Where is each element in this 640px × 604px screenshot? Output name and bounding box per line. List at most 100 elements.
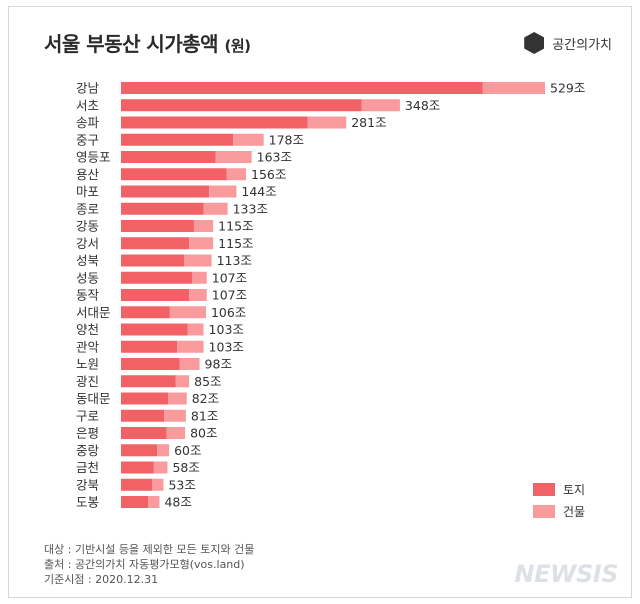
bar-building [164, 409, 186, 422]
value-label: 58조 [172, 460, 199, 475]
bar-building [175, 375, 190, 388]
bar-building [307, 116, 347, 129]
bar-building [187, 323, 204, 336]
bar-land [121, 202, 204, 215]
value-label: 178조 [269, 132, 304, 147]
category-label: 강북 [76, 477, 99, 492]
value-label: 103조 [209, 339, 244, 354]
legend-label-building: 건물 [563, 504, 586, 519]
bar-land [121, 358, 180, 370]
category-label: 도봉 [76, 495, 99, 510]
value-label: 113조 [217, 253, 252, 268]
bar-land [121, 375, 176, 388]
bar-building [168, 392, 187, 405]
bar-land [121, 116, 308, 129]
value-label: 281조 [351, 115, 386, 130]
category-label: 광진 [76, 374, 99, 389]
value-label: 98조 [205, 357, 232, 372]
category-label: 강남 [76, 81, 100, 96]
category-label: 중랑 [76, 443, 100, 458]
bar-land [121, 444, 158, 457]
legend-swatch-land [533, 482, 555, 496]
category-label: 영등포 [76, 150, 111, 165]
category-label: 강서 [76, 236, 99, 251]
category-label: 마포 [76, 184, 99, 199]
bar-land [121, 461, 154, 474]
bar-building [184, 254, 212, 267]
value-label: 163조 [257, 150, 292, 165]
legend-label-land: 토지 [563, 482, 586, 497]
value-label: 115조 [218, 219, 253, 234]
chart-title: 서울 부동산 시가총액 (원) [44, 28, 251, 57]
value-label: 348조 [405, 98, 440, 113]
value-label: 85조 [194, 374, 221, 389]
bar-land [121, 133, 234, 146]
value-label: 115조 [218, 236, 253, 251]
title-unit: (원) [224, 37, 252, 55]
bar-land [121, 220, 194, 232]
bar-land [121, 496, 149, 508]
bar-land [121, 289, 190, 301]
value-label: 107조 [212, 288, 247, 303]
legend-item-building: 건물 [533, 500, 585, 522]
note-date: 기준시점 : 2020.12.31 [44, 573, 159, 586]
bar-building [148, 496, 160, 508]
category-label: 성북 [76, 253, 99, 268]
bar-land [121, 306, 170, 319]
bar-building [152, 478, 164, 491]
category-label: 성동 [76, 270, 99, 285]
category-label: 동작 [76, 288, 100, 303]
bar-land [121, 478, 153, 491]
bar-building [189, 289, 207, 301]
category-label: 동대문 [76, 391, 111, 406]
value-label: 156조 [251, 167, 286, 182]
value-label: 133조 [233, 201, 268, 216]
bar-building [361, 99, 400, 112]
category-label: 용산 [76, 167, 100, 182]
bar-building [203, 202, 228, 215]
category-label: 종로 [76, 201, 99, 216]
bar-land [121, 323, 188, 336]
watermark: NEWSIS [514, 560, 619, 588]
category-label: 서대문 [76, 305, 111, 320]
bar-land [121, 427, 167, 439]
bar-building [177, 340, 204, 353]
bar-building [179, 358, 200, 370]
bar-land [121, 392, 169, 405]
bar-land [121, 99, 362, 112]
bar-land [121, 340, 178, 353]
bar-building [169, 306, 206, 319]
bar-land [121, 237, 190, 250]
bar-building [193, 220, 214, 232]
value-label: 103조 [209, 322, 244, 337]
category-label: 구로 [76, 408, 99, 423]
title-text: 서울 부동산 시가총액 [44, 32, 219, 56]
category-label: 중구 [76, 132, 99, 147]
legend-swatch-building [533, 504, 555, 518]
bar-land [121, 82, 483, 94]
bar-building [209, 185, 237, 198]
bar-building [153, 461, 168, 474]
category-label: 은평 [76, 426, 99, 441]
bar-land [121, 271, 193, 284]
bar-land [121, 168, 227, 181]
category-label: 강동 [76, 219, 99, 234]
bar-building [192, 271, 207, 284]
bar-building [482, 82, 545, 94]
value-label: 144조 [241, 184, 276, 199]
bar-land [121, 254, 185, 267]
bar-land [121, 151, 216, 163]
legend: 토지 건물 [533, 478, 585, 522]
bar-building [157, 444, 170, 457]
value-label: 60조 [174, 443, 201, 458]
bar-building [215, 151, 252, 163]
bar-building [189, 237, 214, 250]
value-label: 53조 [168, 477, 195, 492]
note-source: 출처 : 공간의가치 자동평가모형(vos.land) [44, 558, 245, 571]
hexagon-icon [524, 32, 545, 54]
bar-land [121, 185, 210, 198]
value-label: 48조 [164, 495, 191, 510]
value-label: 82조 [192, 391, 219, 406]
legend-item-land: 토지 [533, 478, 585, 500]
